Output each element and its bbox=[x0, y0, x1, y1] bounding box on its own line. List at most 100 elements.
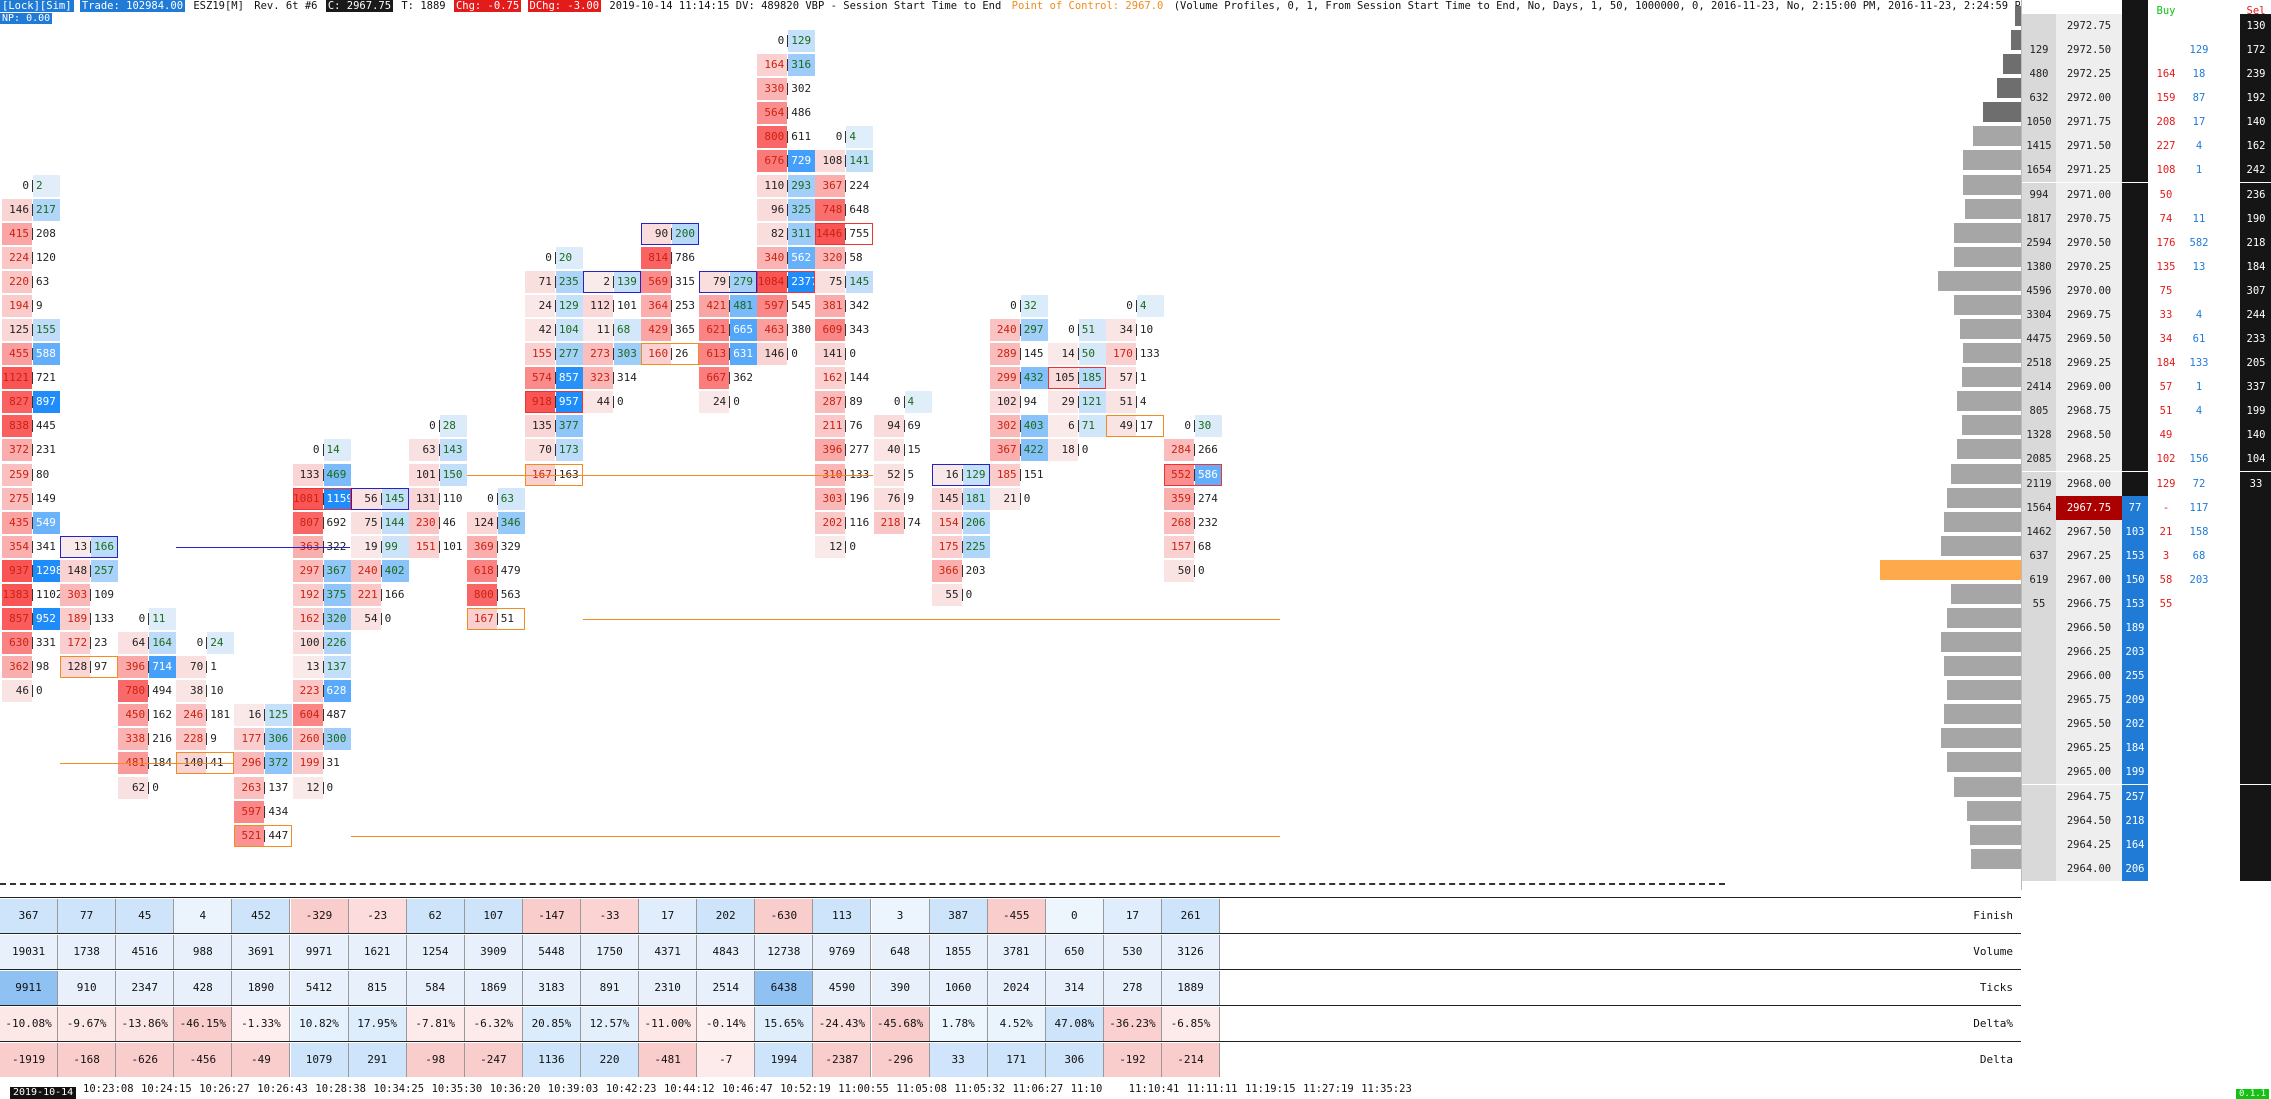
ladder-recent-bid[interactable]: 227 bbox=[2156, 140, 2176, 153]
ladder-recent-bid[interactable] bbox=[2148, 688, 2184, 712]
ladder-volume[interactable]: 1817 bbox=[2022, 206, 2056, 231]
ladder-bid[interactable]: 257 bbox=[2122, 784, 2148, 809]
ladder-sell[interactable]: 140 bbox=[2240, 110, 2271, 135]
ladder-row[interactable]: 1328 2968.50 49 140 bbox=[2022, 423, 2271, 448]
ladder-volume[interactable]: 2085 bbox=[2022, 447, 2056, 472]
ladder-ask[interactable]: 11 bbox=[2192, 212, 2206, 225]
ladder-recent-bid[interactable] bbox=[2148, 857, 2184, 881]
ladder-volume[interactable]: 55 bbox=[2022, 591, 2056, 616]
ladder-bid[interactable] bbox=[2122, 254, 2148, 279]
ladder-price[interactable]: 2968.50 bbox=[2056, 423, 2122, 448]
ladder-bid[interactable]: 164 bbox=[2122, 832, 2148, 857]
ladder-bid[interactable] bbox=[2122, 86, 2148, 111]
ladder-volume[interactable]: 637 bbox=[2022, 543, 2056, 568]
ladder-row[interactable]: 2414 2969.00 57 1 337 bbox=[2022, 375, 2271, 400]
ladder-recent-bid[interactable] bbox=[2148, 833, 2184, 857]
ladder-recent-bid[interactable] bbox=[2148, 736, 2184, 760]
ladder-sell[interactable]: 236 bbox=[2240, 182, 2271, 207]
ladder-ask[interactable]: 18 bbox=[2192, 68, 2206, 81]
ladder-volume[interactable]: 805 bbox=[2022, 399, 2056, 424]
ladder-recent-bid[interactable]: 135 bbox=[2156, 260, 2176, 273]
ladder-recent-bid[interactable] bbox=[2148, 38, 2184, 62]
ladder-ask[interactable]: 582 bbox=[2189, 236, 2209, 249]
ladder-price[interactable]: 2968.00 bbox=[2056, 471, 2122, 496]
ladder-row[interactable]: 1817 2970.75 74 11 190 bbox=[2022, 206, 2271, 231]
ladder-bid[interactable] bbox=[2122, 327, 2148, 352]
ladder-volume[interactable]: 632 bbox=[2022, 86, 2056, 111]
ladder-bid[interactable]: 202 bbox=[2122, 712, 2148, 737]
ladder-price[interactable]: 2970.75 bbox=[2056, 206, 2122, 231]
price-ladder[interactable]: Buy Sel 2972.75 130 129 2972.50 129 172 480 297… bbox=[2021, 0, 2271, 890]
ladder-ask[interactable]: 4 bbox=[2195, 405, 2203, 418]
ladder-price[interactable]: 2964.50 bbox=[2056, 808, 2122, 833]
ladder-volume[interactable] bbox=[2022, 784, 2056, 809]
ladder-sell[interactable] bbox=[2240, 567, 2271, 592]
ladder-volume[interactable] bbox=[2022, 760, 2056, 785]
ladder-ask[interactable]: 117 bbox=[2189, 501, 2209, 514]
ladder-row[interactable]: 1415 2971.50 227 4 162 bbox=[2022, 134, 2271, 159]
ladder-ask[interactable]: 1 bbox=[2195, 164, 2203, 177]
ladder-sell[interactable]: 199 bbox=[2240, 399, 2271, 424]
ladder-row[interactable]: 637 2967.25 153 3 68 bbox=[2022, 543, 2271, 568]
ladder-volume[interactable]: 129 bbox=[2022, 38, 2056, 63]
ladder-recent-bid[interactable]: 164 bbox=[2156, 68, 2176, 81]
ladder-recent-bid[interactable] bbox=[2148, 809, 2184, 833]
ladder-price[interactable]: 2972.25 bbox=[2056, 62, 2122, 87]
ladder-bid[interactable]: 150 bbox=[2122, 567, 2148, 592]
ladder-volume[interactable]: 3304 bbox=[2022, 302, 2056, 327]
ladder-volume[interactable]: 4596 bbox=[2022, 278, 2056, 303]
ladder-price[interactable]: 2965.75 bbox=[2056, 688, 2122, 713]
symbol-label[interactable]: ESZ19[M] bbox=[193, 0, 244, 12]
ladder-sell[interactable]: 337 bbox=[2240, 375, 2271, 400]
ladder-volume[interactable]: 4475 bbox=[2022, 327, 2056, 352]
ladder-row[interactable]: 2964.25 164 bbox=[2022, 832, 2271, 857]
lock-indicator[interactable]: [Lock][Sim] bbox=[0, 0, 74, 12]
ladder-sell[interactable]: 140 bbox=[2240, 423, 2271, 448]
ladder-price[interactable]: 2965.50 bbox=[2056, 712, 2122, 737]
ladder-recent-bid[interactable]: 176 bbox=[2156, 236, 2176, 249]
ladder-sell[interactable] bbox=[2240, 591, 2271, 616]
ladder-row[interactable]: 2518 2969.25 184 133 205 bbox=[2022, 351, 2271, 376]
ladder-price[interactable]: 2965.25 bbox=[2056, 736, 2122, 761]
ladder-row[interactable]: 3304 2969.75 33 4 244 bbox=[2022, 302, 2271, 327]
ladder-volume[interactable] bbox=[2022, 688, 2056, 713]
ladder-row[interactable]: 2964.00 206 bbox=[2022, 856, 2271, 881]
ladder-sell[interactable] bbox=[2240, 495, 2271, 520]
ladder-sell[interactable]: 244 bbox=[2240, 302, 2271, 327]
ladder-price[interactable]: 2969.50 bbox=[2056, 327, 2122, 352]
ladder-row[interactable]: 2966.50 189 bbox=[2022, 616, 2271, 640]
ladder-recent-bid[interactable]: 184 bbox=[2156, 357, 2176, 370]
ladder-row[interactable]: 2965.75 209 bbox=[2022, 688, 2271, 713]
ladder-sell[interactable]: 218 bbox=[2240, 230, 2271, 255]
ladder-volume[interactable]: 1462 bbox=[2022, 519, 2056, 544]
ladder-row[interactable]: 2964.75 257 bbox=[2022, 784, 2271, 809]
ladder-bid[interactable]: 209 bbox=[2122, 688, 2148, 713]
ladder-recent-bid[interactable] bbox=[2148, 640, 2184, 664]
ladder-bid[interactable]: 189 bbox=[2122, 616, 2148, 640]
ladder-sell[interactable] bbox=[2240, 543, 2271, 568]
ladder-row[interactable]: 1050 2971.75 208 17 140 bbox=[2022, 110, 2271, 135]
ladder-ask[interactable] bbox=[2184, 736, 2214, 760]
ladder-volume[interactable]: 1380 bbox=[2022, 254, 2056, 279]
ladder-ask[interactable]: 13 bbox=[2192, 260, 2206, 273]
ladder-volume[interactable]: 2414 bbox=[2022, 375, 2056, 400]
ladder-bid[interactable]: 153 bbox=[2122, 591, 2148, 616]
ladder-bid[interactable]: 218 bbox=[2122, 808, 2148, 833]
ladder-recent-bid[interactable]: 108 bbox=[2156, 164, 2176, 177]
ladder-bid[interactable]: 103 bbox=[2122, 519, 2148, 544]
ladder-sell[interactable]: 192 bbox=[2240, 86, 2271, 111]
ladder-price[interactable]: 2965.00 bbox=[2056, 760, 2122, 785]
ladder-row[interactable]: 4596 2970.00 75 307 bbox=[2022, 278, 2271, 303]
ladder-ask[interactable]: 129 bbox=[2189, 44, 2209, 57]
ladder-bid[interactable]: 184 bbox=[2122, 736, 2148, 761]
ladder-recent-bid[interactable] bbox=[2148, 664, 2184, 688]
ladder-recent-bid[interactable] bbox=[2148, 712, 2184, 736]
ladder-recent-bid[interactable]: 159 bbox=[2156, 92, 2176, 105]
ladder-volume[interactable]: 1654 bbox=[2022, 158, 2056, 183]
ladder-recent-bid[interactable]: 57 bbox=[2159, 381, 2173, 394]
ladder-sell[interactable] bbox=[2240, 808, 2271, 833]
ladder-recent-bid[interactable] bbox=[2148, 616, 2184, 640]
ladder-volume[interactable] bbox=[2022, 640, 2056, 665]
ladder-row[interactable]: 4475 2969.50 34 61 233 bbox=[2022, 327, 2271, 352]
ladder-ask[interactable]: 1 bbox=[2195, 381, 2203, 394]
